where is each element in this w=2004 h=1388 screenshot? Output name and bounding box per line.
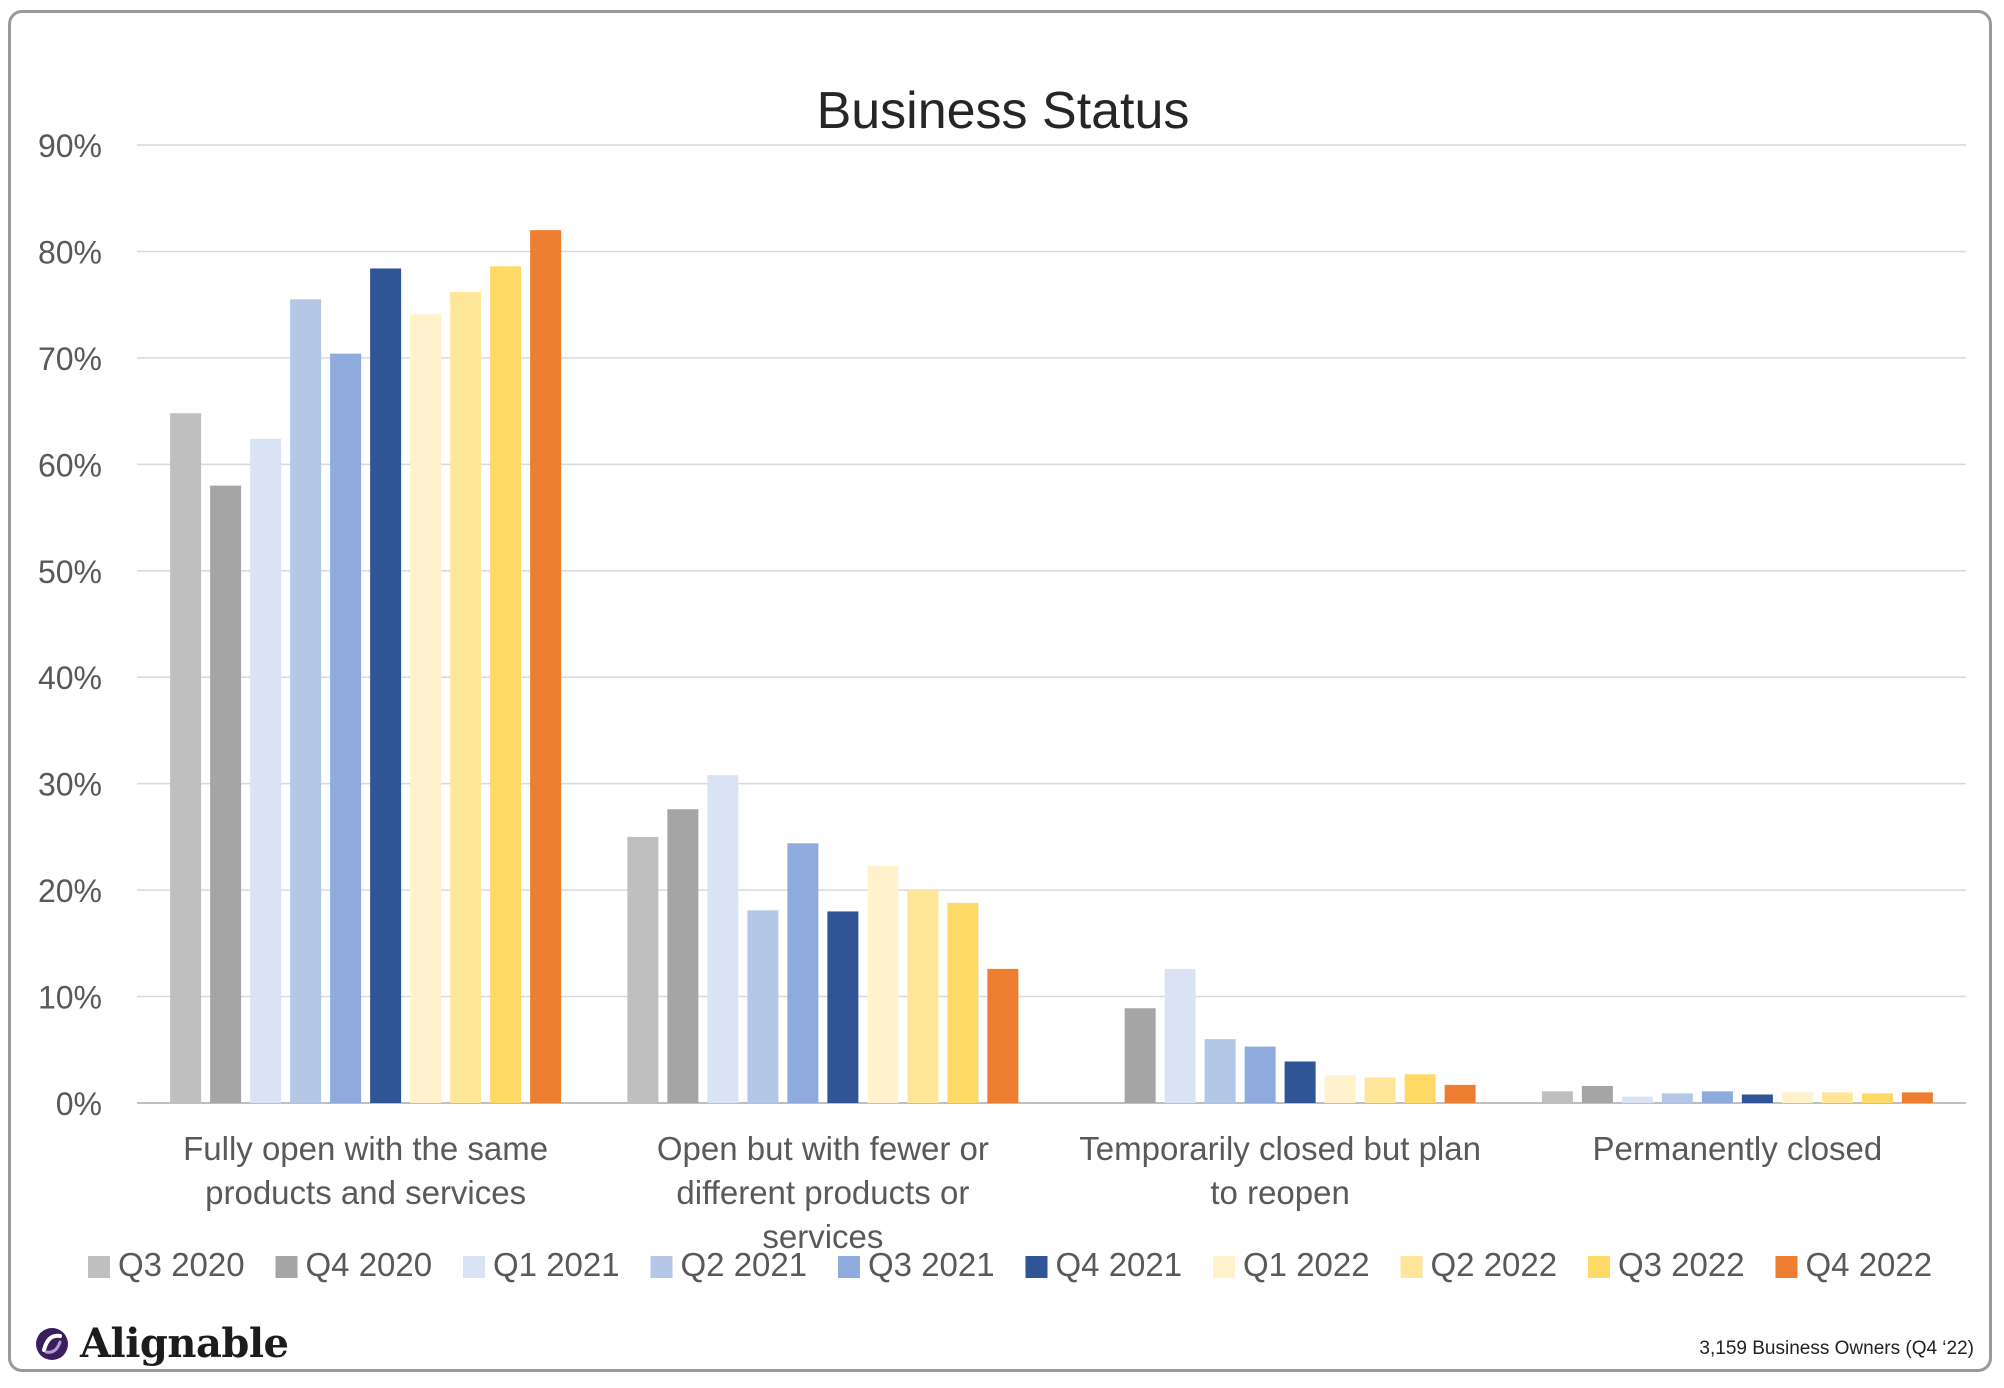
legend-swatch <box>1775 1256 1798 1278</box>
bar <box>490 266 522 1103</box>
bar <box>1861 1093 1893 1103</box>
bar <box>1901 1092 1933 1103</box>
y-tick-label: 90% <box>38 128 102 164</box>
legend-swatch <box>650 1256 673 1278</box>
legend-label: Q1 2021 <box>493 1246 620 1283</box>
bar <box>627 836 659 1103</box>
bar <box>410 314 442 1103</box>
bar <box>867 865 899 1103</box>
bar <box>787 843 819 1103</box>
bar <box>947 902 979 1103</box>
legend-swatch <box>275 1256 298 1278</box>
bar <box>987 968 1019 1103</box>
alignable-logo-icon <box>36 1327 68 1360</box>
bar <box>1124 1008 1156 1103</box>
legend-label: Q1 2022 <box>1243 1246 1370 1283</box>
y-tick-label: 50% <box>38 554 102 590</box>
bar <box>1821 1092 1853 1103</box>
bar <box>370 268 402 1103</box>
bar <box>1364 1077 1396 1103</box>
legend-swatch <box>838 1256 860 1278</box>
bar <box>1284 1061 1316 1103</box>
bar <box>1741 1094 1773 1103</box>
bar <box>827 911 859 1103</box>
brand-name: Alignable <box>80 1320 289 1367</box>
legend-swatch <box>1213 1256 1235 1278</box>
legend-label: Q3 2021 <box>868 1246 995 1283</box>
y-tick-label: 10% <box>38 980 102 1016</box>
bar <box>1781 1092 1813 1103</box>
y-tick-label: 80% <box>38 234 102 270</box>
legend-label: Q2 2021 <box>681 1246 808 1283</box>
bar <box>907 890 939 1103</box>
bar <box>1581 1085 1613 1103</box>
bar <box>530 230 562 1104</box>
y-tick-label: 20% <box>38 873 102 909</box>
legend-swatch <box>1588 1256 1610 1278</box>
y-tick-label: 30% <box>38 767 102 803</box>
bar <box>667 809 699 1103</box>
bar <box>170 413 202 1103</box>
bar <box>1541 1091 1573 1103</box>
bar <box>1404 1074 1436 1103</box>
x-tick-label: Fully open with the same products and ser… <box>183 1130 548 1211</box>
bar <box>450 291 482 1104</box>
y-tick-label: 0% <box>56 1086 102 1122</box>
bar <box>290 299 322 1103</box>
bar <box>250 438 282 1104</box>
legend-label: Q4 2022 <box>1806 1246 1933 1283</box>
legend-label: Q4 2021 <box>1056 1246 1183 1283</box>
bar <box>330 353 362 1103</box>
legend-swatch <box>88 1256 110 1278</box>
bar <box>1444 1084 1476 1103</box>
y-tick-label: 70% <box>38 341 102 377</box>
bar <box>210 485 242 1104</box>
legend-swatch <box>1400 1256 1423 1278</box>
legend-label: Q3 2020 <box>118 1246 245 1283</box>
legend-swatch <box>1025 1256 1048 1278</box>
bar <box>1244 1046 1276 1103</box>
sample-note: 3,159 Business Owners (Q4 ‘22) <box>1699 1338 1974 1359</box>
legend-label: Q2 2022 <box>1431 1246 1558 1283</box>
legend-label: Q3 2022 <box>1618 1246 1745 1283</box>
bar <box>1204 1039 1236 1103</box>
brand-logo: Alignable <box>34 1320 289 1367</box>
x-tick-label: Temporarily closed but plan to reopen <box>1079 1130 1481 1211</box>
x-tick-label: Permanently closed <box>1592 1130 1882 1167</box>
bar <box>1324 1075 1356 1103</box>
y-tick-label: 40% <box>38 660 102 696</box>
bar <box>707 775 739 1103</box>
bar <box>747 910 779 1103</box>
x-tick-label: Open but with fewer or different products… <box>657 1130 989 1255</box>
y-tick-label: 60% <box>38 447 102 483</box>
bar <box>1701 1091 1733 1103</box>
bar <box>1661 1093 1693 1103</box>
chart-title: Business Status <box>817 82 1190 140</box>
legend-swatch <box>463 1256 485 1278</box>
bar <box>1164 968 1196 1103</box>
bar <box>1621 1096 1653 1103</box>
legend-label: Q4 2020 <box>306 1246 433 1283</box>
